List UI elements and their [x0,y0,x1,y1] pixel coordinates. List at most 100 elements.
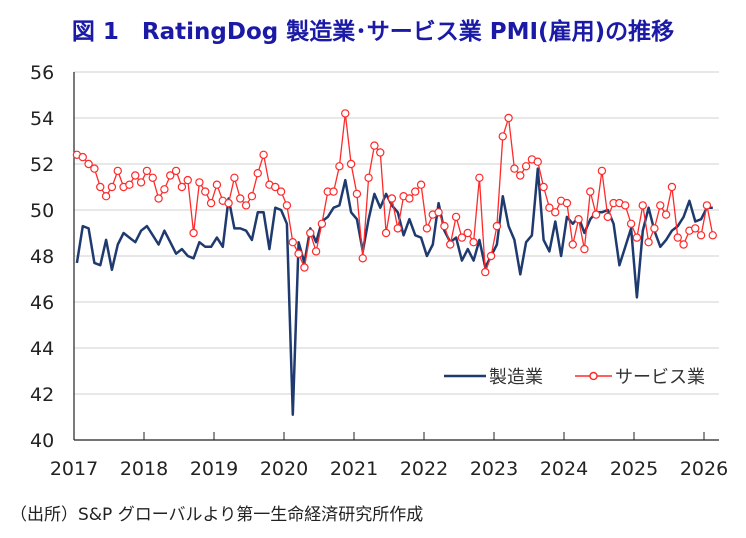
data-point [107,182,117,192]
data-point [679,240,688,249]
data-point [591,210,601,219]
data-point [486,251,496,261]
x-axis: 2017 2018 2019 2020 2021 2022 2023 2024 2025 2026 [50,72,728,480]
data-point [673,233,682,242]
data-point [492,221,502,231]
chart-title: 図 1 RatingDog 製造業･サービス業 PMI(雇用)の推移 [71,19,675,45]
data-point [101,191,111,201]
data-point [148,173,157,182]
x-tick-label: 2025 [610,458,658,480]
data-point [597,166,607,176]
data-point [702,201,712,210]
data-point [551,208,560,217]
data-point [131,171,140,180]
y-tick-label: 50 [30,200,54,222]
x-tick-label: 2017 [50,458,98,480]
x-tick-label: 2023 [470,458,518,480]
data-point [259,150,268,159]
data-point [638,201,647,210]
data-point [364,173,373,182]
data-point [387,194,397,203]
data-point [253,168,262,178]
data-point [376,148,385,157]
data-point [691,224,700,233]
data-point [282,201,292,210]
data-point [294,249,303,258]
legend: 製造業 サービス業 [444,367,705,388]
data-point [416,180,426,189]
data-point [708,231,717,240]
data-point [568,240,577,249]
data-point [271,182,280,192]
data-point [317,219,327,228]
data-point [125,180,134,189]
source-note: （出所）S&P グローバルより第一生命経済研究所作成 [10,505,424,525]
legend-marker-services [589,371,598,381]
data-point [434,208,443,217]
data-point [177,182,187,192]
data-point [451,212,461,222]
x-tick-label: 2022 [400,458,448,480]
data-point [516,171,525,180]
data-point [247,191,257,201]
data-point [341,109,350,118]
data-point [183,175,192,185]
data-point [201,187,210,196]
data-point [411,187,420,196]
data-point [96,182,105,192]
data-point [224,198,233,208]
y-tick-label: 54 [30,108,54,130]
data-point [562,198,572,208]
data-point [346,159,356,169]
data-point [621,201,630,210]
data-point [644,237,653,247]
data-point [463,228,472,238]
x-tick-label: 2021 [330,458,378,480]
data-point [504,113,513,123]
data-point [475,173,484,182]
data-point [78,152,87,162]
data-point [667,182,677,192]
data-point [311,247,321,256]
data-point [329,187,338,196]
series-group [72,109,717,416]
data-point [656,201,665,210]
legend-label-manufacturing: 製造業 [489,367,543,388]
data-point [469,237,478,247]
data-point [446,240,455,249]
data-point [696,231,706,240]
data-point [539,182,548,192]
x-tick-label: 2019 [190,458,238,480]
data-point [358,254,367,263]
data-point [288,237,297,247]
data-point [405,194,414,203]
data-point [498,132,507,141]
data-point [481,267,490,277]
data-point [381,228,391,238]
x-tick-label: 2020 [260,458,308,480]
data-point [422,224,432,233]
data-point [626,219,636,228]
legend-label-services: サービス業 [615,367,705,388]
data-point [521,162,531,171]
y-tick-label: 42 [30,384,54,406]
data-point [580,244,589,254]
y-tick-label: 56 [30,62,54,84]
data-point [574,214,583,224]
data-point [113,166,122,176]
y-tick-label: 40 [30,430,54,452]
y-tick-label: 52 [30,154,54,176]
data-point [440,221,449,231]
data-point [230,173,239,182]
data-point [603,212,612,222]
data-point [370,141,379,150]
data-point [195,178,204,187]
data-point [586,187,595,196]
data-point [510,164,519,173]
data-point [171,166,181,176]
data-point [306,228,315,238]
data-point [154,194,163,203]
data-point [90,164,99,173]
series-services [72,109,717,277]
